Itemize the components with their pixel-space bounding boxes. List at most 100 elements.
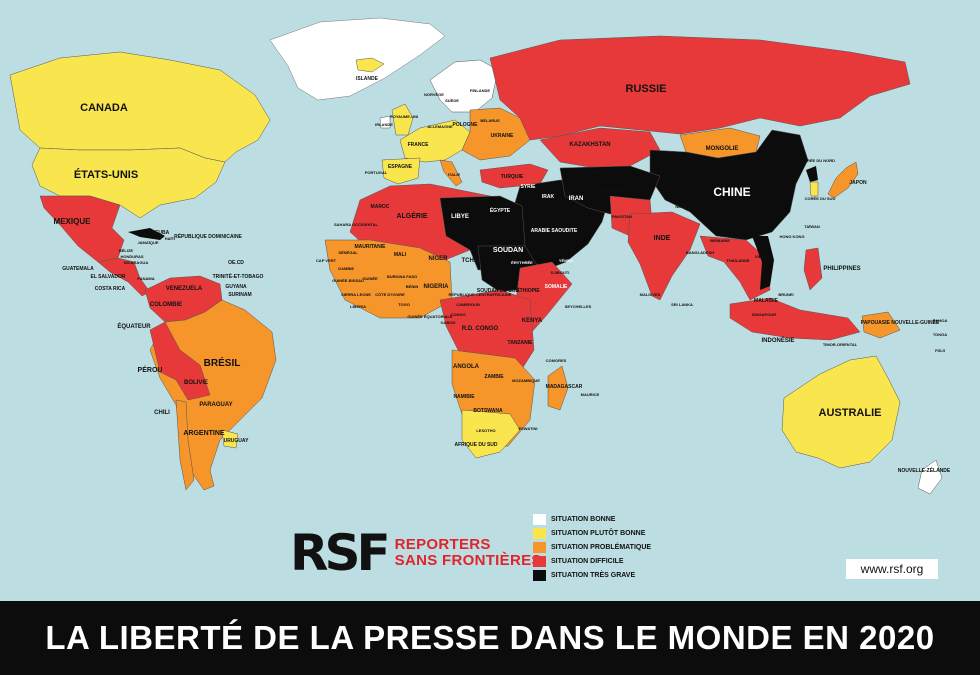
- label-ukraine: UKRAINE: [491, 133, 514, 139]
- website-link[interactable]: www.rsf.org: [846, 559, 938, 579]
- label-belarus: BÉLARUS: [480, 118, 500, 123]
- legend-swatch: [533, 542, 546, 553]
- label-russie: RUSSIE: [626, 83, 667, 95]
- label-mauritanie: MAURITANIE: [354, 244, 386, 250]
- region-chili: [175, 399, 195, 491]
- title-banner: LA LIBERTÉ DE LA PRESSE DANS LE MONDE EN…: [0, 601, 980, 675]
- region-islande: [355, 57, 385, 73]
- legend-label: SITUATION DIFFICILE: [551, 558, 624, 565]
- label-nigeria: NIGERIA: [423, 284, 449, 290]
- region-espagne: [381, 157, 421, 185]
- label-brunei: BRUNEI: [778, 292, 793, 297]
- label-fidji: FIDJI: [935, 348, 945, 353]
- label-erythree: ÉRYTHRÉE: [511, 260, 533, 265]
- label-equateur: ÉQUATEUR: [117, 322, 151, 330]
- label-senegal: SÉNÉGAL: [338, 250, 358, 255]
- label-argentine: ARGENTINE: [183, 430, 225, 437]
- label-arabie: ARABIE SAOUDITE: [531, 228, 578, 234]
- region-scandinavie: [429, 59, 499, 113]
- label-guinee-bissau: GUINÉE-BISSAU: [332, 278, 364, 283]
- label-oecd: OE.CD: [228, 260, 244, 266]
- label-mexique: MEXIQUE: [54, 217, 92, 226]
- label-etats-unis: ÉTATS-UNIS: [74, 168, 138, 181]
- label-mali: MALI: [394, 252, 407, 258]
- label-kenya: KENYA: [522, 318, 543, 324]
- label-perou: PÉROU: [138, 365, 163, 374]
- label-royaume-uni: ROYAUME-UNI: [390, 114, 418, 119]
- label-afghanistan: AFGHANISTAN: [596, 188, 625, 193]
- label-pakistan: PAKISTAN: [612, 214, 632, 219]
- label-panama: PANAMA: [137, 276, 154, 281]
- legend-label: SITUATION PLUTÔT BONNE: [551, 530, 646, 537]
- legend: SITUATION BONNE SITUATION PLUTÔT BONNE S…: [533, 513, 651, 583]
- label-eswatini: ESWATINI: [518, 426, 537, 431]
- label-tonga: TONGA: [933, 332, 947, 337]
- label-nz: NOUVELLE-ZÉLANDE: [898, 466, 951, 474]
- label-singapour: SINGAPOUR: [752, 312, 776, 317]
- label-france: FRANCE: [408, 142, 429, 148]
- region-asie-sud-est: [699, 235, 771, 301]
- label-djibouti: DJIBOUTI: [551, 270, 570, 275]
- label-italie: ITALIE: [448, 172, 461, 177]
- region-bresil: [149, 299, 277, 491]
- world-map: CANADA ÉTATS-UNIS MEXIQUE CUBA JAMAÏQUE …: [9, 17, 951, 495]
- region-madagascar: [547, 365, 569, 411]
- label-guinee: GUINÉE: [362, 276, 378, 281]
- label-samoa: SAMOA: [933, 318, 948, 323]
- label-rdc: R.D. CONGO: [462, 326, 499, 332]
- label-sahara: SAHARA OCCIDENTAL: [334, 222, 379, 227]
- label-honduras: HONDURAS: [120, 254, 143, 259]
- label-somalie: SOMALIE: [545, 284, 568, 290]
- label-cote-ivoire: CÔTE D'IVOIRE: [375, 292, 405, 297]
- label-chili: CHILI: [154, 410, 170, 416]
- label-nepal: NÉPAL: [675, 204, 689, 209]
- label-pologne: POLOGNE: [452, 122, 478, 128]
- label-philippines: PHILIPPINES: [823, 266, 860, 272]
- legend-swatch: [533, 514, 546, 525]
- legend-label: SITUATION PROBLÉMATIQUE: [551, 544, 652, 551]
- label-lesotho: LESOTHO: [476, 428, 495, 433]
- page-title: LA LIBERTÉ DE LA PRESSE DANS LE MONDE EN…: [45, 619, 935, 656]
- region-vietnam: [752, 236, 774, 290]
- label-egypte: ÉGYPTE: [490, 206, 511, 214]
- label-soudan-sud: SOUDAN DU SUD: [477, 288, 520, 294]
- legend-swatch: [533, 528, 546, 539]
- region-perou-bolivie: [149, 321, 211, 401]
- legend-swatch: [533, 570, 546, 581]
- label-togo: TOGO: [398, 302, 410, 307]
- label-el-salvador: EL SALVADOR: [90, 274, 125, 280]
- label-rca: RÉPUBLIQUE CENTRAFRICAINE: [449, 292, 512, 297]
- label-seychelles: SEYCHELLES: [565, 304, 592, 309]
- label-surinam: SURINAM: [228, 292, 251, 298]
- region-usa: [31, 147, 226, 219]
- label-australie: AUSTRALIE: [819, 407, 882, 419]
- label-benin: BÉNIN: [406, 284, 419, 289]
- label-allemagne: ALLEMAGNE: [427, 124, 453, 129]
- region-australie: [781, 355, 901, 469]
- label-coree-sud: CORÉE DU SUD: [805, 196, 836, 201]
- legend-label: SITUATION TRÈS GRAVE: [551, 572, 636, 579]
- region-coree-sud: [809, 181, 819, 197]
- label-norvege: NORVÈGE: [424, 92, 444, 97]
- label-niger: NIGER: [428, 256, 448, 262]
- label-vietnam: VIETNAM: [755, 254, 774, 259]
- region-europe-est: [461, 107, 531, 161]
- label-kazakhstan: KAZAKHSTAN: [569, 142, 610, 148]
- label-hong-kong: HONG KONG: [779, 234, 804, 239]
- label-botswana: BOTSWANA: [473, 408, 503, 414]
- label-portugal: PORTUGAL: [365, 170, 388, 175]
- label-nicaragua: NICARAGUA: [124, 260, 149, 265]
- rsf-logo-line2: SANS FRONTIÈRES: [394, 552, 542, 569]
- label-zambie: ZAMBIE: [484, 374, 504, 380]
- label-yemen: YÉMEN: [559, 258, 573, 263]
- label-costa-rica: COSTA RICA: [95, 286, 126, 292]
- label-bresil: BRÉSIL: [204, 356, 241, 369]
- label-tanzanie: TANZANIE: [508, 340, 534, 346]
- label-namibie: NAMIBIE: [453, 394, 475, 400]
- legend-item: SITUATION BONNE: [533, 513, 651, 526]
- legend-label: SITUATION BONNE: [551, 516, 616, 523]
- label-indonesie: INDONÉSIE: [761, 336, 794, 344]
- region-kazakhstan: [539, 127, 661, 169]
- label-bangladesh: BANGLADESH: [686, 250, 714, 255]
- label-timor: TIMOR-ORIENTAL: [823, 342, 858, 347]
